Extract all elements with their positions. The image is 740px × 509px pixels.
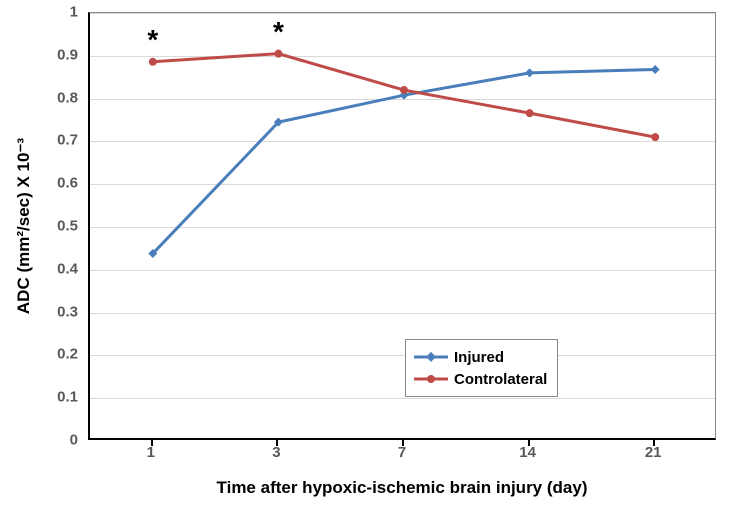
x-tick-label: 14 [519,444,536,461]
series-marker [651,65,660,74]
y-tick-label: 0.1 [57,389,78,406]
x-tick-label: 7 [398,444,406,461]
x-tick-labels: 1 3 7 14 21 [88,440,716,470]
y-tick-label: 1 [70,4,78,21]
series-lines [90,13,718,441]
x-axis-title: Time after hypoxic-ischemic brain injury… [217,478,588,498]
significance-marker: * [147,26,158,54]
x-tick-label: 3 [272,444,280,461]
plot-area: Injured Controlateral * * [88,12,716,440]
legend-label: Injured [454,349,504,366]
legend-item: Injured [414,346,547,368]
legend-swatch [414,372,448,386]
y-tick-label: 0.2 [57,346,78,363]
series-marker [149,58,157,66]
y-tick-label: 0.8 [57,89,78,106]
y-tick-label: 0.9 [57,46,78,63]
legend-label: Controlateral [454,371,547,388]
y-tick-label: 0.7 [57,132,78,149]
x-tick-label: 21 [645,444,662,461]
series-marker [274,50,282,58]
y-tick-labels: 00.10.20.30.40.50.60.70.80.91 [0,12,84,440]
series-marker [526,109,534,117]
y-tick-label: 0.5 [57,218,78,235]
y-tick-label: 0 [70,432,78,449]
legend-item: Controlateral [414,368,547,390]
legend: Injured Controlateral [405,339,558,397]
series-marker [651,133,659,141]
legend-swatch [414,350,448,364]
x-tick-label: 1 [147,444,155,461]
series-marker [525,68,534,77]
y-tick-label: 0.6 [57,175,78,192]
series-marker [400,86,408,94]
y-tick-label: 0.3 [57,303,78,320]
y-tick-label: 0.4 [57,260,78,277]
significance-marker: * [273,18,284,46]
adc-line-chart: ADC (mm²/sec) X 10⁻³ 00.10.20.30.40.50.6… [0,0,740,509]
